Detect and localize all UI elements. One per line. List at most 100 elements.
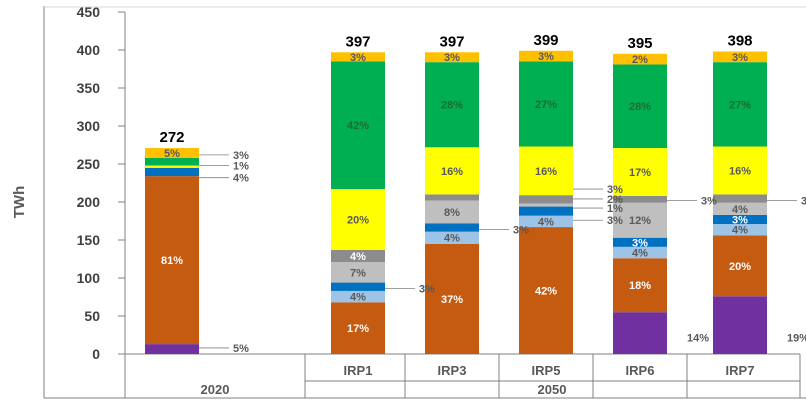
segment-label: 7% — [350, 267, 366, 279]
bar-segment — [425, 194, 479, 201]
segment-label: 42% — [347, 120, 369, 132]
segment-label: 17% — [347, 323, 369, 335]
bar-segment — [519, 50, 573, 62]
bar-segment — [713, 51, 767, 63]
axes-and-grid: 0 50 100 150 200 250 300 350 400 450 — [43, 4, 806, 399]
segment-label: 4% — [632, 248, 648, 260]
bar-total-label: 395 — [627, 35, 652, 52]
bar-segment — [331, 189, 385, 250]
bar-segment — [519, 146, 573, 196]
side-label: 2% — [607, 194, 623, 206]
segment-label: 3% — [732, 52, 748, 64]
bar-segment — [613, 246, 667, 259]
y-axis-label: TWh — [11, 186, 28, 218]
bar-segment — [519, 203, 573, 207]
bar-segment — [713, 146, 767, 195]
segment-label: 18% — [629, 280, 651, 292]
segment-label: 4% — [350, 251, 366, 263]
bar-total-label: 397 — [345, 33, 370, 50]
segment-label: 3% — [732, 214, 748, 226]
bar-total-label: 398 — [727, 33, 752, 50]
category-label: IRP1 — [344, 363, 373, 378]
category-label: IRP6 — [626, 363, 655, 378]
segment-label: 3% — [444, 52, 460, 64]
bar-segment — [145, 167, 199, 177]
side-label: 1% — [233, 161, 249, 173]
segment-label: 81% — [161, 255, 183, 267]
bar-segment — [613, 148, 667, 196]
bar-total-label: 397 — [439, 33, 464, 50]
segment-label: 42% — [535, 286, 557, 298]
bar-segment — [613, 202, 667, 238]
bars — [145, 50, 767, 354]
segment-label: 4% — [732, 225, 748, 237]
segment-label: 8% — [444, 207, 460, 219]
bar-segment — [145, 344, 199, 354]
segment-label: 16% — [729, 165, 751, 177]
y-tick-label: 150 — [77, 232, 101, 248]
category-label: IRP3 — [438, 363, 467, 378]
bar-segment — [145, 157, 199, 166]
side-label: 3% — [513, 224, 529, 236]
bar-segment — [613, 195, 667, 203]
bar-segment — [145, 165, 199, 168]
side-label: 14% — [687, 332, 709, 344]
bar-segment — [425, 52, 479, 63]
y-tick-label: 250 — [77, 156, 101, 172]
segment-label: 20% — [729, 261, 751, 273]
bar-segment — [331, 61, 385, 190]
bar-segment — [713, 62, 767, 147]
segment-label: 28% — [441, 100, 463, 112]
segment-label: 2% — [632, 54, 648, 66]
bar-segment — [425, 62, 479, 148]
segment-label: 27% — [535, 99, 557, 111]
side-label: 1% — [607, 203, 623, 215]
segment-label: 12% — [629, 215, 651, 227]
y-tick-label: 200 — [77, 194, 101, 210]
side-label: 19% — [787, 332, 806, 344]
bar-segment — [613, 258, 667, 313]
bar-segment — [613, 312, 667, 354]
bar-segment — [331, 302, 385, 354]
segment-label: 20% — [347, 214, 369, 226]
bar-segment — [613, 53, 667, 65]
bar-segment — [331, 282, 385, 291]
bar-segment — [145, 148, 199, 158]
segment-label: 3% — [538, 51, 554, 63]
group-label: 2050 — [538, 382, 567, 397]
segment-label: 4% — [444, 233, 460, 245]
bar-segment — [713, 224, 767, 236]
segment-label: 4% — [350, 292, 366, 304]
side-label: 3% — [419, 284, 435, 296]
bar-segment — [331, 249, 385, 263]
y-tick-label: 0 — [92, 346, 100, 362]
side-label: 3% — [607, 184, 623, 196]
bar-segment — [519, 215, 573, 228]
category-label: IRP5 — [532, 363, 561, 378]
side-label: 4% — [233, 173, 249, 185]
bar-segment — [425, 223, 479, 232]
bar-segment — [145, 176, 199, 345]
bar-segment — [519, 227, 573, 354]
bar-total-label: 399 — [533, 32, 558, 49]
side-label: 5% — [233, 343, 249, 355]
segment-label: 37% — [441, 294, 463, 306]
group-label: 2020 — [201, 382, 230, 397]
segment-label: 28% — [629, 101, 651, 113]
data-labels: 81% 5% 272 17% 4% 7% 4% 20% 42% 3% 397 37% 4% 8% 16% 28… — [159, 32, 806, 355]
side-label: 3% — [801, 195, 806, 207]
bar-segment — [425, 231, 479, 244]
side-label: 3% — [233, 150, 249, 162]
bar-segment — [425, 243, 479, 354]
segment-label: 4% — [732, 204, 748, 216]
y-tick-label: 400 — [77, 42, 101, 58]
y-tick-label: 450 — [77, 4, 101, 20]
y-tick-label: 300 — [77, 118, 101, 134]
segment-label: 4% — [538, 216, 554, 228]
y-tick-label: 50 — [84, 308, 100, 324]
bar-segment — [713, 296, 767, 354]
segment-label: 27% — [729, 99, 751, 111]
bar-segment — [519, 61, 573, 147]
bar-segment — [425, 147, 479, 195]
